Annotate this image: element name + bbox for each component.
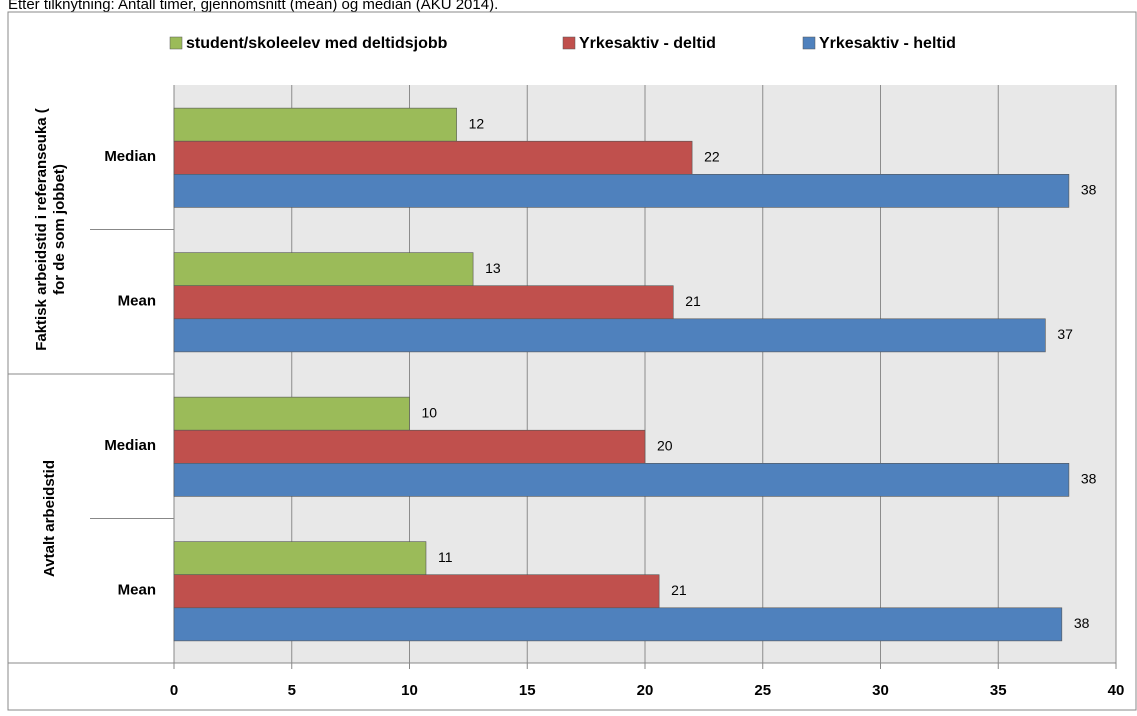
value-label: 21 (671, 582, 687, 598)
category-label: Mean (118, 582, 156, 599)
value-label: 37 (1057, 326, 1073, 342)
value-label: 21 (685, 293, 701, 309)
x-tick-label: 40 (1108, 682, 1125, 699)
bar (173, 318, 1046, 353)
group-label: Avtalt arbeidstid (41, 460, 58, 577)
group-label: Faktisk arbeidstid i referanseuka (for d… (33, 108, 68, 351)
value-label: 12 (469, 115, 485, 131)
legend-label: Yrkesaktiv - heltid (819, 35, 956, 52)
bar (173, 174, 1070, 208)
value-label: 10 (422, 404, 438, 420)
group-label-line: for de som jobbet) (51, 164, 68, 295)
value-label: 20 (657, 437, 673, 453)
legend-swatch (562, 36, 576, 50)
legend-label: Yrkesaktiv - deltid (579, 35, 716, 52)
x-tick-label: 0 (170, 682, 178, 699)
x-tick-label: 30 (872, 682, 889, 699)
bar (173, 607, 1063, 642)
category-label: Mean (118, 293, 156, 310)
bar (173, 574, 660, 609)
x-tick-label: 5 (288, 682, 296, 699)
legend-swatch (802, 36, 816, 50)
bar (173, 285, 674, 320)
category-label: Median (104, 437, 156, 454)
bar (173, 429, 646, 464)
value-label: 38 (1081, 182, 1097, 198)
value-label: 38 (1081, 471, 1097, 487)
legend-swatch (169, 36, 183, 50)
group-label-line: Avtalt arbeidstid (41, 460, 58, 577)
bar (173, 107, 457, 142)
x-tick-label: 35 (990, 682, 1007, 699)
bar (173, 140, 693, 175)
bar (173, 396, 410, 431)
group-label-line: Faktisk arbeidstid i referanseuka ( (33, 108, 50, 351)
category-label: Median (104, 148, 156, 165)
value-label: 38 (1074, 615, 1090, 631)
x-tick-label: 15 (519, 682, 536, 699)
value-label: 11 (438, 549, 453, 565)
bar (173, 252, 474, 287)
chart-title: Etter tilknytning: Antall timer, gjennom… (8, 0, 498, 13)
x-tick-label: 25 (754, 682, 771, 699)
x-tick-label: 20 (637, 682, 654, 699)
x-tick-label: 10 (401, 682, 418, 699)
value-label: 13 (485, 260, 501, 276)
legend-label: student/skoleelev med deltidsjobb (186, 35, 448, 52)
bar (173, 463, 1070, 497)
value-label: 22 (704, 148, 720, 164)
bar (173, 541, 427, 576)
